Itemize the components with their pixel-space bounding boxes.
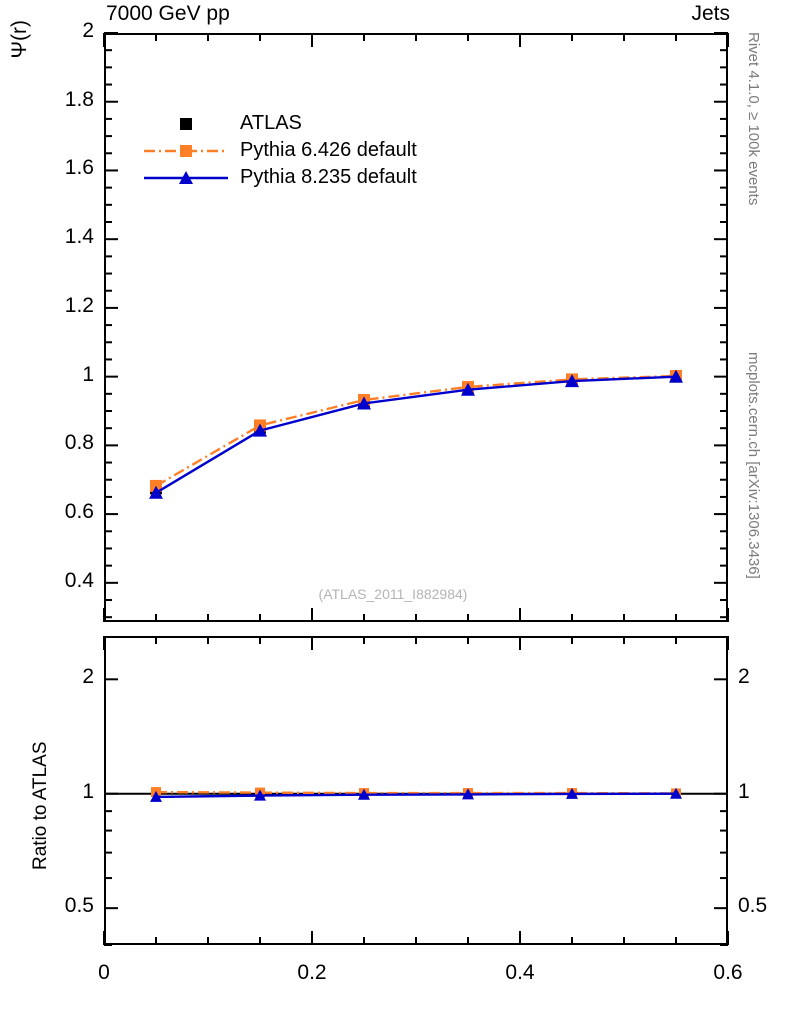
tick-label: 1.2 [64, 293, 94, 317]
tick-label: 0.8 [64, 431, 94, 455]
tick-label: 2 [738, 665, 750, 689]
tick-label: 1 [82, 362, 94, 386]
legend-label-0: ATLAS [240, 112, 302, 134]
header-category-label: Jets [691, 2, 730, 25]
tick-label: 0.4 [505, 961, 535, 984]
tick-label: 0.4 [64, 568, 94, 592]
legend-label-1: Pythia 6.426 default [240, 139, 417, 161]
tick-label: 0.2 [297, 961, 327, 984]
tick-label: 0.6 [713, 961, 743, 984]
tick-label: 2 [82, 665, 94, 689]
tick-label: 0.6 [64, 500, 94, 524]
tick-label: 1 [738, 779, 750, 803]
legend-marker-atlas [180, 118, 192, 130]
tick-label: 0 [98, 961, 110, 984]
ratio-plot-frame [104, 636, 728, 945]
tick-label: 1 [82, 779, 94, 803]
tick-label: 0.5 [738, 894, 768, 918]
main-plot-frame [104, 33, 728, 622]
header-beam-label: 7000 GeV pp [106, 2, 230, 25]
analysis-id-watermark: (ATLAS_2011_I882984) [318, 586, 468, 602]
legend-label-2: Pythia 8.235 default [240, 166, 417, 188]
tick-label: 0.5 [64, 894, 94, 918]
tick-label: 1.6 [64, 156, 94, 180]
tick-label: 2 [82, 19, 94, 42]
tick-label: 1.8 [64, 87, 94, 111]
tick-label: 1.4 [64, 225, 94, 249]
legend-marker-pythia6 [144, 145, 228, 157]
legend-marker-pythia8 [144, 171, 228, 184]
